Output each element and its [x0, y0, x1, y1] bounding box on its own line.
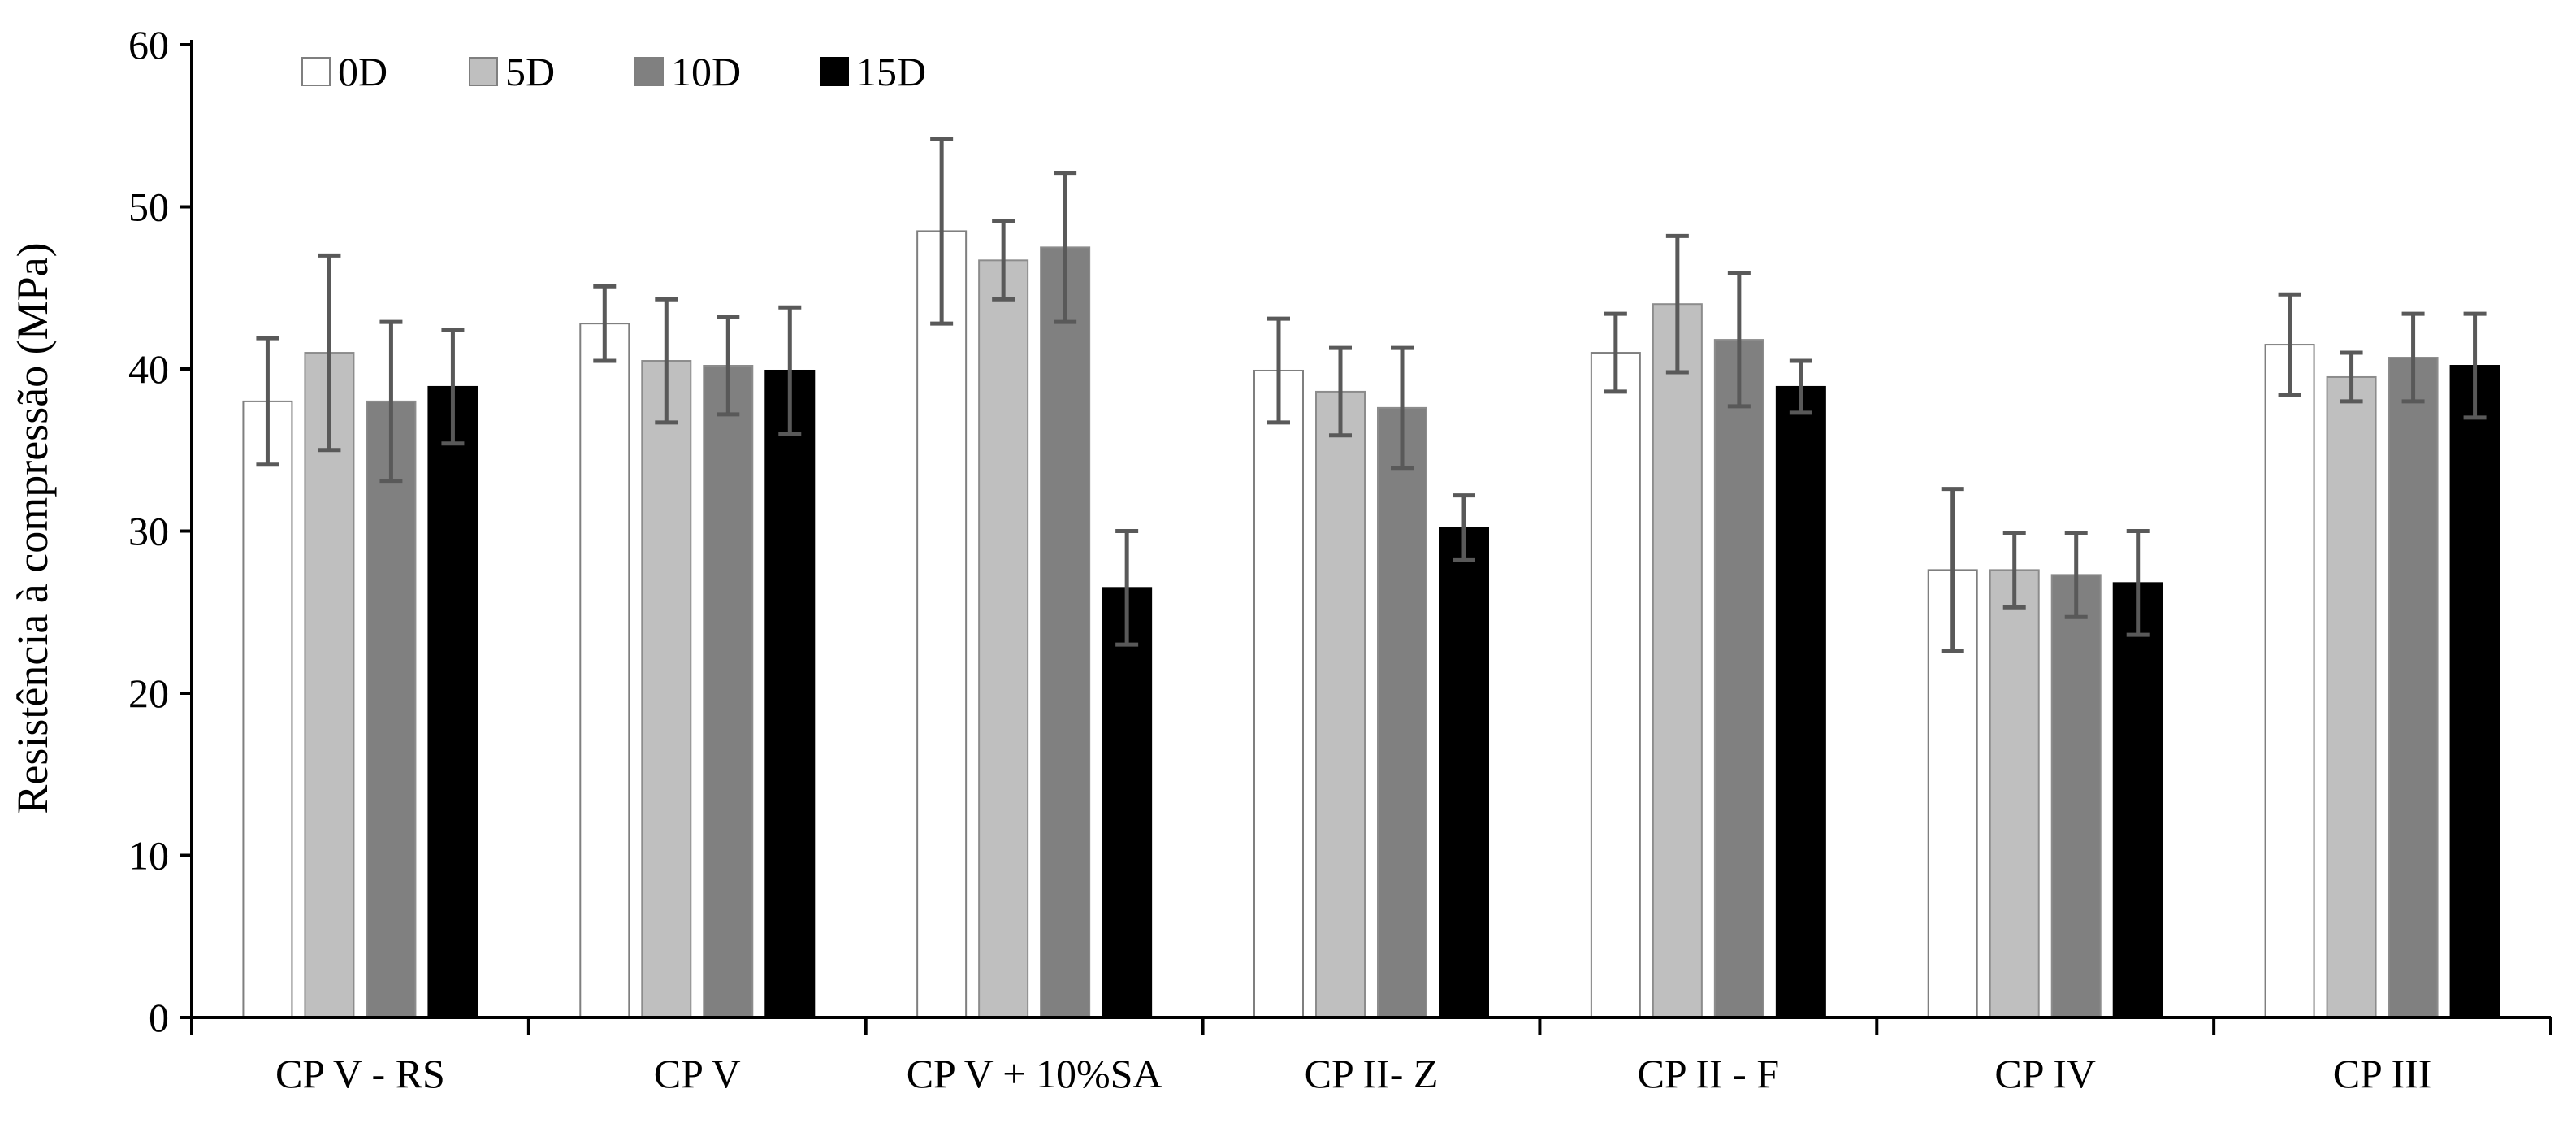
bar-5d-3: [1315, 390, 1366, 1018]
legend-label-15d: 15D: [856, 49, 926, 94]
bar-15d-6: [2449, 365, 2500, 1018]
bar-0d-1: [579, 323, 630, 1018]
bar-15d-5: [2112, 582, 2163, 1018]
legend-swatch-5d: [469, 57, 498, 86]
bar-0d-3: [1253, 369, 1304, 1018]
bar-0d-0: [242, 400, 293, 1018]
y-tick-label-3: 30: [128, 509, 169, 554]
bar-15d-1: [764, 369, 816, 1018]
labels-layer: CP V - RS CP V CP V + 10%SA CP II- Z CP II -…: [128, 22, 2431, 1096]
legend-swatch-15d: [820, 57, 849, 86]
axes-layer: [180, 40, 2552, 1035]
bar-0d-4: [1590, 352, 1641, 1018]
bar-5d-0: [304, 352, 355, 1018]
bars-layer: [242, 230, 2500, 1019]
bar-10d-6: [2388, 357, 2439, 1019]
y-tick-label-4: 40: [128, 346, 169, 392]
x-tick-label-2: CP V + 10%SA: [907, 1051, 1162, 1096]
bar-15d-4: [1775, 385, 1826, 1018]
legend-label-0d: 0D: [338, 49, 387, 94]
x-tick-label-0: CP V - RS: [275, 1051, 445, 1096]
bar-0d-6: [2264, 344, 2315, 1018]
y-tick-label-6: 60: [128, 22, 169, 67]
x-tick-label-6: CP III: [2333, 1051, 2432, 1096]
legend: 0D 5D 10D 15D: [301, 49, 926, 94]
bar-5d-2: [978, 259, 1029, 1018]
legend-swatch-0d: [301, 57, 331, 86]
legend-label-5d: 5D: [505, 49, 555, 94]
legend-label-10d: 10D: [671, 49, 741, 94]
x-tick-label-4: CP II - F: [1638, 1051, 1780, 1096]
bar-10d-2: [1040, 246, 1091, 1018]
bar-15d-0: [427, 385, 478, 1018]
bar-0d-2: [916, 230, 968, 1018]
y-tick-label-1: 10: [128, 833, 169, 879]
bar-10d-1: [703, 365, 754, 1018]
y-tick-label-0: 0: [149, 995, 169, 1040]
bar-10d-5: [2050, 574, 2102, 1018]
bar-15d-3: [1439, 527, 1489, 1018]
error-bars-layer: [256, 137, 2487, 653]
y-tick-label-5: 50: [128, 184, 169, 230]
legend-swatch-10d: [634, 57, 664, 86]
x-tick-label-1: CP V: [654, 1051, 741, 1096]
bar-5d-1: [641, 360, 692, 1018]
x-tick-label-3: CP II- Z: [1305, 1051, 1439, 1096]
x-tick-label-5: CP IV: [1994, 1051, 2096, 1096]
bar-10d-3: [1377, 406, 1427, 1018]
bar-5d-4: [1652, 303, 1703, 1018]
bar-5d-6: [2326, 375, 2377, 1019]
y-axis-title: Resistência à compressão (MPa): [8, 242, 57, 813]
bar-15d-2: [1102, 587, 1153, 1018]
bar-5d-5: [1989, 569, 2040, 1018]
bar-10d-0: [366, 400, 417, 1018]
bar-10d-4: [1713, 339, 1764, 1018]
y-tick-label-2: 20: [128, 670, 169, 716]
